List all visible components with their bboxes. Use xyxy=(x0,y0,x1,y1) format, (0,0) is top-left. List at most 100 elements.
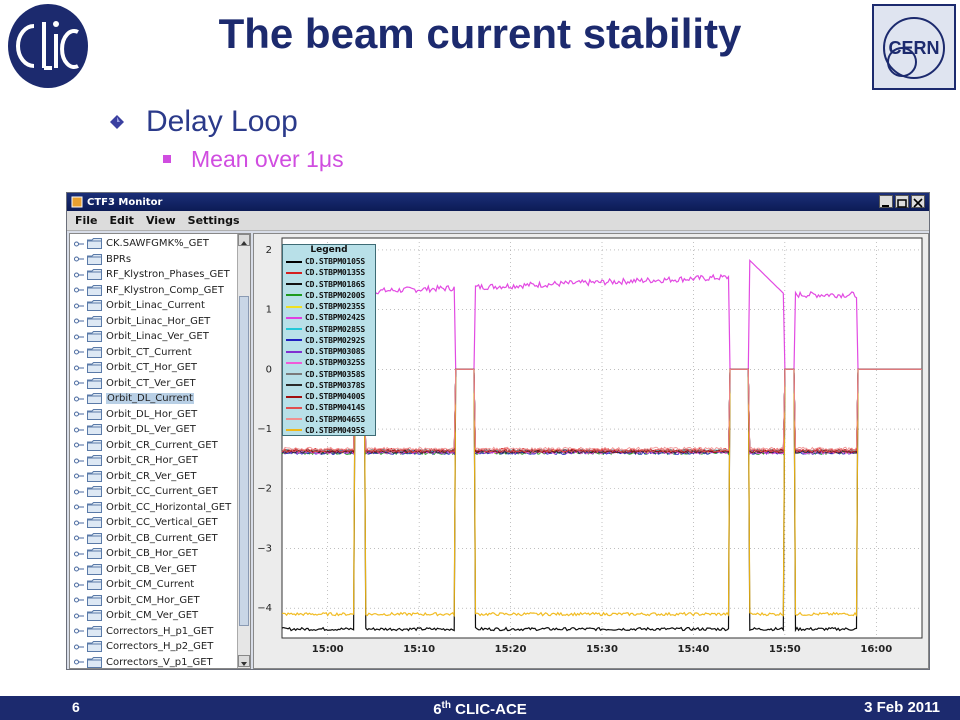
tree-handle-icon[interactable] xyxy=(74,627,84,635)
tree-item[interactable]: Orbit_CR_Current_GET xyxy=(70,438,238,453)
tree-handle-icon[interactable] xyxy=(74,364,84,372)
legend-swatch xyxy=(286,418,302,421)
tree-item[interactable]: Orbit_CT_Ver_GET xyxy=(70,376,238,391)
tree-item[interactable]: Correctors_H_p1_GET xyxy=(70,624,238,639)
series-line xyxy=(281,368,922,618)
tree-handle-icon[interactable] xyxy=(74,519,84,527)
folder-icon xyxy=(87,393,102,404)
tree-item[interactable]: Orbit_CC_Horizontal_GET xyxy=(70,500,238,515)
y-tick-label: −2 xyxy=(257,484,272,495)
tree-item[interactable]: Orbit_CR_Hor_GET xyxy=(70,453,238,468)
app-icon xyxy=(71,196,83,208)
tree-item[interactable]: Orbit_CM_Ver_GET xyxy=(70,608,238,623)
tree-item[interactable]: Orbit_CC_Vertical_GET xyxy=(70,515,238,530)
tree-item[interactable]: Orbit_CB_Ver_GET xyxy=(70,562,238,577)
tree-item[interactable]: RF_Klystron_Comp_GET xyxy=(70,283,238,298)
tree-item-label: Orbit_CM_Hor_GET xyxy=(106,594,200,606)
menu-settings[interactable]: Settings xyxy=(187,214,240,227)
ctf3-monitor-window: CTF3 Monitor File Edit View Settings xyxy=(66,192,930,670)
tree-handle-icon[interactable] xyxy=(74,271,84,279)
legend-label: CD.STBPM0235S xyxy=(305,302,366,312)
window-titlebar[interactable]: CTF3 Monitor xyxy=(67,193,929,211)
tree-item[interactable]: Orbit_DL_Current xyxy=(70,391,238,406)
folder-icon xyxy=(87,362,102,373)
window-title: CTF3 Monitor xyxy=(87,196,163,208)
legend-swatch xyxy=(286,305,302,308)
folder-icon xyxy=(87,548,102,559)
tree-handle-icon[interactable] xyxy=(74,457,84,465)
tree-item[interactable]: Orbit_CC_Current_GET xyxy=(70,484,238,499)
conference-number: 6 xyxy=(433,701,442,718)
folder-icon xyxy=(87,300,102,311)
square-bullet-icon xyxy=(163,155,171,163)
tree-handle-icon[interactable] xyxy=(74,426,84,434)
tree-handle-icon[interactable] xyxy=(74,302,84,310)
tree-handle-icon[interactable] xyxy=(74,596,84,604)
folder-icon xyxy=(87,625,102,637)
tree-item[interactable]: Correctors_H_p2_GET xyxy=(70,639,238,654)
tree-item[interactable]: Orbit_DL_Ver_GET xyxy=(70,422,238,437)
legend-entry: CD.STBPM0308S xyxy=(283,346,375,357)
tree-handle-icon[interactable] xyxy=(74,379,84,387)
tree-item[interactable]: Orbit_CB_Hor_GET xyxy=(70,546,238,561)
maximize-button[interactable] xyxy=(895,195,909,208)
legend-entry: CD.STBPM0414S xyxy=(283,402,375,413)
scroll-thumb[interactable] xyxy=(239,296,249,626)
tree-handle-icon[interactable] xyxy=(74,612,84,620)
menu-bar: File Edit View Settings xyxy=(67,211,929,231)
tree-handle-icon[interactable] xyxy=(74,534,84,542)
tree-item[interactable]: Orbit_Linac_Hor_GET xyxy=(70,314,238,329)
tree-handle-icon[interactable] xyxy=(74,255,84,263)
tree-handle-icon[interactable] xyxy=(74,581,84,589)
tree-handle-icon[interactable] xyxy=(74,348,84,356)
tree-handle-icon[interactable] xyxy=(74,643,84,651)
tree-item[interactable]: BPRs xyxy=(70,252,238,267)
tree-item-label: Correctors_H_p1_GET xyxy=(106,625,214,637)
tree-item-label: Orbit_CB_Hor_GET xyxy=(106,548,198,559)
y-tick-label: 0 xyxy=(266,364,272,375)
tree-item[interactable]: Orbit_Linac_Current xyxy=(70,298,238,313)
legend-label: CD.STBPM0308S xyxy=(305,347,366,357)
tree-handle-icon[interactable] xyxy=(74,395,84,403)
tree-item[interactable]: Orbit_CB_Current_GET xyxy=(70,531,238,546)
tree-handle-icon[interactable] xyxy=(74,550,84,558)
menu-view[interactable]: View xyxy=(145,214,176,227)
tree-handle-icon[interactable] xyxy=(74,286,84,294)
tree-handle-icon[interactable] xyxy=(74,488,84,496)
tree-handle-icon[interactable] xyxy=(74,472,84,480)
minimize-button[interactable] xyxy=(879,195,893,208)
tree-handle-icon[interactable] xyxy=(74,410,84,418)
tree-handle-icon[interactable] xyxy=(74,240,84,248)
folder-icon xyxy=(87,439,102,451)
tree-item[interactable]: Orbit_CT_Current xyxy=(70,345,238,360)
tree-item[interactable]: Orbit_CT_Hor_GET xyxy=(70,360,238,375)
tree-item[interactable]: Correctors_V_p1_GET xyxy=(70,655,238,669)
tree-handle-icon[interactable] xyxy=(74,317,84,325)
conference-name: 6th CLIC-ACE xyxy=(0,700,960,718)
tree-handle-icon[interactable] xyxy=(74,333,84,341)
menu-file[interactable]: File xyxy=(75,214,98,227)
folder-icon xyxy=(87,501,102,513)
tree-handle-icon[interactable] xyxy=(74,565,84,573)
tree-item[interactable]: Orbit_CM_Hor_GET xyxy=(70,593,238,608)
tree-scrollbar[interactable] xyxy=(237,234,250,668)
tree-item[interactable]: Orbit_CR_Ver_GET xyxy=(70,469,238,484)
tree-item[interactable]: Orbit_CM_Current xyxy=(70,577,238,592)
tree-item-label: Orbit_CB_Ver_GET xyxy=(106,563,197,575)
tree-item-label: Correctors_H_p2_GET xyxy=(106,641,214,652)
legend-label: CD.STBPM0465S xyxy=(305,414,366,424)
legend-label: CD.STBPM0325S xyxy=(305,358,366,368)
tree-handle-icon[interactable] xyxy=(74,658,84,666)
tree-handle-icon[interactable] xyxy=(74,503,84,511)
tree-handle-icon[interactable] xyxy=(74,441,84,449)
close-button[interactable] xyxy=(911,195,925,208)
scroll-down-button[interactable] xyxy=(238,655,250,667)
tree-item[interactable]: RF_Klystron_Phases_GET xyxy=(70,267,238,282)
legend-label: CD.STBPM0495S xyxy=(305,425,366,435)
tree-item[interactable]: CK.SAWFGMK%_GET xyxy=(70,236,238,251)
scroll-up-button[interactable] xyxy=(238,234,250,246)
folder-icon xyxy=(87,470,102,482)
tree-item[interactable]: Orbit_Linac_Ver_GET xyxy=(70,329,238,344)
menu-edit[interactable]: Edit xyxy=(109,214,134,227)
tree-item[interactable]: Orbit_DL_Hor_GET xyxy=(70,407,238,422)
